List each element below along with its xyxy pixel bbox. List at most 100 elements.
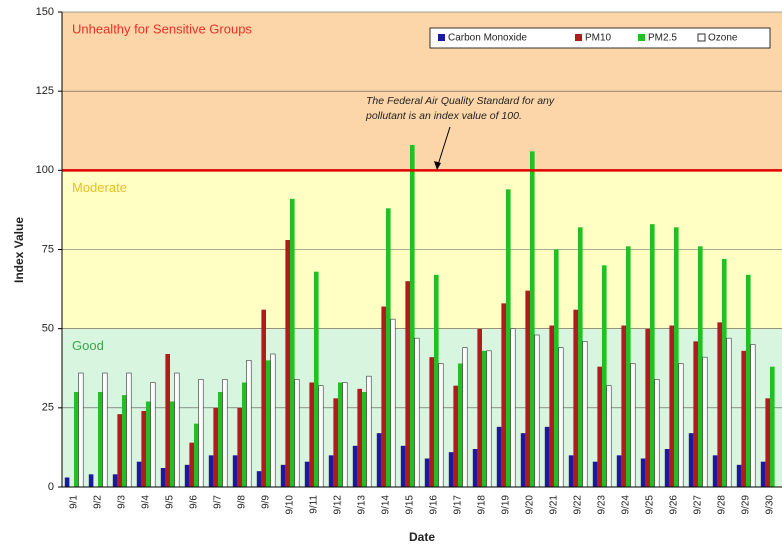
bar bbox=[285, 240, 290, 487]
bar bbox=[726, 337, 732, 488]
bar bbox=[654, 379, 660, 488]
bar bbox=[760, 461, 766, 487]
bar bbox=[357, 388, 362, 487]
bar bbox=[78, 372, 84, 488]
bar bbox=[746, 274, 751, 487]
x-tick-label: 9/25 bbox=[645, 495, 656, 515]
bar bbox=[194, 423, 199, 487]
x-tick-label: 9/2 bbox=[93, 495, 104, 509]
x-tick-label: 9/12 bbox=[333, 495, 344, 515]
foreground: Good Moderate Unhealthy for Sensitive Grou… bbox=[36, 6, 782, 515]
bar bbox=[702, 356, 708, 488]
bar bbox=[136, 461, 142, 487]
bar bbox=[405, 281, 410, 487]
legend-swatch bbox=[638, 34, 645, 41]
bar bbox=[530, 151, 535, 488]
x-tick-label: 9/21 bbox=[549, 495, 560, 515]
bar bbox=[510, 328, 516, 488]
bar bbox=[328, 455, 334, 487]
zone-label: Unhealthy for Sensitive Groups bbox=[72, 21, 252, 36]
y-tick-label: 150 bbox=[36, 6, 54, 18]
x-tick-label: 9/4 bbox=[141, 495, 152, 509]
bar bbox=[352, 445, 358, 487]
bar bbox=[438, 363, 444, 488]
bar bbox=[717, 322, 722, 487]
bar bbox=[582, 341, 588, 488]
bar bbox=[630, 363, 636, 488]
bar bbox=[558, 347, 564, 488]
annotation: pollutant is an index value of 100. bbox=[365, 110, 522, 122]
bar bbox=[722, 259, 727, 487]
bar bbox=[74, 392, 79, 487]
bar bbox=[544, 426, 550, 487]
bar bbox=[333, 398, 338, 487]
bar bbox=[88, 474, 94, 487]
bar bbox=[261, 309, 266, 487]
bar bbox=[472, 449, 478, 487]
bar bbox=[765, 398, 770, 487]
bar bbox=[222, 379, 228, 488]
bar bbox=[626, 246, 631, 487]
x-tick-label: 9/18 bbox=[477, 495, 488, 515]
bar bbox=[362, 392, 367, 487]
bar bbox=[520, 433, 526, 487]
bar bbox=[688, 433, 694, 487]
x-tick-label: 9/14 bbox=[381, 495, 392, 515]
bar bbox=[112, 474, 118, 487]
zone-label: Good bbox=[72, 338, 104, 353]
bar bbox=[741, 350, 746, 487]
bar bbox=[554, 249, 559, 487]
bar bbox=[232, 455, 238, 487]
bar bbox=[482, 350, 487, 487]
bar bbox=[453, 385, 458, 487]
x-tick-label: 9/9 bbox=[261, 495, 272, 509]
bar bbox=[318, 385, 324, 488]
y-tick-label: 25 bbox=[42, 402, 54, 414]
bar bbox=[280, 464, 286, 487]
bar bbox=[693, 341, 698, 487]
bar bbox=[386, 208, 391, 488]
bar bbox=[410, 145, 415, 487]
bar bbox=[573, 309, 578, 487]
annotation-arrowhead bbox=[434, 161, 441, 170]
bar bbox=[165, 354, 170, 487]
bar bbox=[342, 382, 348, 488]
x-tick-label: 9/17 bbox=[453, 495, 464, 515]
bar bbox=[770, 366, 775, 487]
bar bbox=[606, 385, 612, 488]
x-tick-label: 9/29 bbox=[741, 495, 752, 515]
x-tick-label: 9/22 bbox=[573, 495, 584, 515]
bar bbox=[304, 461, 310, 487]
bar bbox=[592, 461, 598, 487]
x-tick-label: 9/15 bbox=[405, 495, 416, 515]
bar bbox=[669, 325, 674, 487]
bar bbox=[458, 363, 463, 487]
bar bbox=[160, 468, 166, 487]
y-tick-label: 0 bbox=[48, 481, 54, 493]
bar bbox=[429, 357, 434, 487]
annotation-arrow bbox=[436, 126, 451, 169]
x-tick-label: 9/20 bbox=[525, 495, 536, 515]
legend-label: PM10 bbox=[585, 33, 612, 44]
bar bbox=[64, 477, 70, 487]
x-tick-label: 9/16 bbox=[429, 495, 440, 515]
bar bbox=[117, 414, 122, 487]
bar bbox=[242, 382, 247, 487]
bar bbox=[256, 471, 262, 487]
x-tick-label: 9/26 bbox=[669, 495, 680, 515]
y-axis-title: Index Value bbox=[12, 217, 26, 283]
legend-swatch bbox=[438, 34, 445, 41]
x-tick-label: 9/6 bbox=[189, 495, 200, 509]
bar bbox=[198, 379, 204, 488]
bar bbox=[645, 328, 650, 487]
bar bbox=[122, 395, 127, 487]
bar bbox=[98, 392, 103, 487]
bar bbox=[698, 246, 703, 487]
x-tick-label: 9/3 bbox=[117, 495, 128, 509]
bar bbox=[506, 189, 511, 488]
bar bbox=[146, 401, 151, 487]
legend-swatch bbox=[575, 34, 582, 41]
bar bbox=[750, 344, 756, 488]
bar bbox=[208, 455, 214, 487]
bar bbox=[184, 464, 190, 487]
